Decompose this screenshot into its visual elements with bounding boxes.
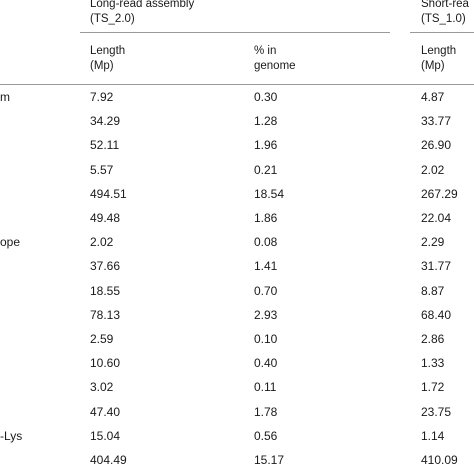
- cell-short-length: 68.40: [421, 307, 452, 322]
- cell-short-length: 2.29: [421, 235, 445, 250]
- cell-short-length: 410.09: [421, 453, 458, 467]
- cell-length: 78.13: [90, 307, 121, 322]
- cell-pct: 18.54: [254, 186, 285, 201]
- cell-length: 52.11: [90, 138, 120, 153]
- cell-short-length: 31.77: [421, 259, 452, 274]
- cell-pct: 0.30: [254, 90, 278, 104]
- col-header-length-line1: Length: [90, 45, 126, 57]
- short-read-title-line2: (TS_1.0): [421, 13, 466, 25]
- cell-pct: 0.70: [254, 283, 278, 298]
- cell-pct: 1.78: [254, 404, 278, 419]
- col-header-pct-line2: genome: [254, 60, 296, 72]
- cell-short-length: 8.87: [421, 283, 445, 298]
- cell-short-length: 4.87: [421, 90, 445, 104]
- cell-pct: 1.28: [254, 114, 278, 129]
- col-header-length-line2: (Mp): [90, 60, 114, 72]
- cell-short-length: 23.75: [421, 404, 452, 419]
- cell-short-length: 22.04: [421, 211, 452, 225]
- header-divider-top: [80, 32, 390, 33]
- col-header-short-length: Length (Mp): [421, 44, 456, 74]
- cell-pct: 1.96: [254, 138, 278, 153]
- cell-short-length: 267.29: [421, 186, 458, 201]
- cell-length: 37.66: [90, 259, 121, 274]
- cell-pct: 0.08: [254, 235, 278, 250]
- header-divider-top-right: [410, 32, 474, 33]
- cell-length: 3.02: [90, 380, 114, 395]
- cell-length: 2.02: [90, 235, 114, 250]
- cell-short-length: 1.14: [421, 428, 445, 443]
- long-read-title-line1: Long-read assembly: [90, 0, 195, 10]
- row-label: -Lys: [0, 428, 23, 443]
- cell-pct: 2.93: [254, 307, 278, 322]
- cell-length: 7.92: [90, 90, 114, 104]
- col-header-pct: % in genome: [254, 44, 296, 74]
- cell-pct: 0.10: [254, 332, 278, 346]
- header-divider-bottom: [0, 84, 474, 85]
- cell-pct: 0.40: [254, 356, 278, 371]
- cell-pct: 0.21: [254, 162, 278, 177]
- cell-length: 404.49: [90, 453, 127, 467]
- cell-pct: 0.11: [254, 380, 277, 395]
- cell-length: 10.60: [90, 356, 121, 371]
- cell-pct: 1.86: [254, 211, 278, 225]
- cell-short-length: 1.72: [421, 380, 445, 395]
- cell-short-length: 1.33: [421, 356, 445, 371]
- col-header-short-length-line1: Length: [421, 45, 457, 57]
- cell-length: 49.48: [90, 211, 121, 225]
- cell-length: 18.55: [90, 283, 121, 298]
- cell-length: 5.57: [90, 162, 114, 177]
- col-header-length: Length (Mp): [90, 44, 125, 74]
- cell-length: 2.59: [90, 332, 114, 346]
- cell-short-length: 33.77: [421, 114, 452, 129]
- short-read-assembly-header: Short-rea (TS_1.0): [421, 0, 469, 27]
- cell-pct: 15.17: [254, 453, 285, 467]
- row-label: ope: [0, 235, 21, 250]
- cell-short-length: 2.86: [421, 332, 445, 346]
- short-read-title-line1: Short-rea: [421, 0, 469, 10]
- cell-length: 494.51: [90, 186, 127, 201]
- long-read-title-line2: (TS_2.0): [90, 13, 135, 25]
- col-header-pct-line1: % in: [254, 45, 277, 57]
- row-label: m: [0, 90, 10, 104]
- cell-length: 34.29: [90, 114, 121, 129]
- cell-length: 47.40: [90, 404, 121, 419]
- cell-short-length: 2.02: [421, 162, 445, 177]
- cell-short-length: 26.90: [421, 138, 452, 153]
- long-read-assembly-header: Long-read assembly (TS_2.0): [90, 0, 194, 27]
- col-header-short-length-line2: (Mp): [421, 60, 445, 72]
- cell-pct: 1.41: [254, 259, 278, 274]
- cell-length: 15.04: [90, 428, 121, 443]
- cell-pct: 0.56: [254, 428, 278, 443]
